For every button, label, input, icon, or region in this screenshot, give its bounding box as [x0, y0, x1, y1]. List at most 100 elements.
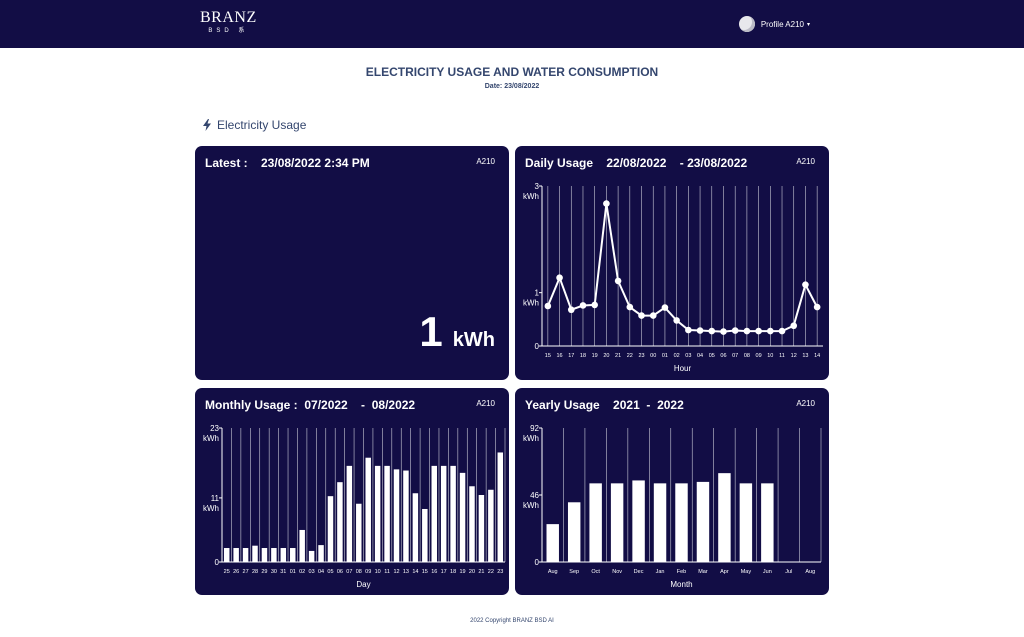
x-tick-label: 13	[403, 569, 409, 575]
x-tick-label: 30	[271, 569, 277, 575]
x-tick-label: 07	[732, 353, 738, 359]
data-point	[673, 317, 680, 324]
x-tick-label: Aug	[805, 569, 815, 575]
y-tick-unit: kWh	[523, 192, 539, 201]
bar	[403, 470, 409, 562]
x-tick-label: Oct	[591, 569, 600, 575]
data-point	[649, 312, 657, 319]
y-tick-unit: kWh	[523, 299, 539, 308]
x-tick-label: Jul	[785, 569, 792, 575]
bar	[384, 465, 390, 562]
monthly-meter-id: A210	[476, 399, 495, 408]
data-point	[720, 328, 727, 335]
daily-meter-id: A210	[796, 157, 815, 166]
x-tick-label: 19	[592, 353, 598, 359]
x-tick-label: 05	[327, 569, 333, 575]
bar	[632, 480, 645, 562]
bar	[346, 465, 353, 562]
bolt-icon	[203, 119, 211, 131]
bar	[546, 524, 559, 562]
bar	[280, 548, 287, 562]
x-tick-label: 15	[422, 569, 428, 575]
footer-copyright: 2022 Copyright BRANZ BSD AI	[470, 618, 554, 624]
x-tick-label: 14	[412, 569, 418, 575]
x-tick-label: 15	[545, 353, 551, 359]
x-tick-label: Jun	[763, 569, 772, 575]
bar	[261, 548, 268, 562]
branz-logo[interactable]: BRANZ BSD 系	[200, 10, 257, 35]
bar	[696, 481, 710, 562]
data-point	[767, 327, 774, 335]
x-tick-label: 03	[309, 569, 315, 575]
x-tick-label: Aug	[548, 569, 558, 575]
monthly-card: Monthly Usage : 07/2022 - 08/2022 A210 2…	[195, 388, 509, 595]
top-navbar: BRANZ BSD 系 Profile A210 ▾	[0, 0, 1024, 48]
y-tick-label: 92	[530, 424, 539, 433]
bar	[440, 465, 447, 562]
x-axis-title: Month	[670, 580, 692, 589]
bar	[459, 472, 466, 562]
data-point	[743, 327, 751, 335]
x-tick-label: Sep	[569, 569, 579, 575]
x-tick-label: 02	[674, 353, 680, 359]
x-tick-label: 09	[756, 353, 762, 359]
bar	[337, 482, 343, 562]
data-point	[731, 327, 739, 334]
data-point	[544, 302, 552, 310]
x-tick-label: 26	[233, 569, 239, 575]
profile-label: Profile A210	[760, 19, 804, 29]
bar	[308, 550, 315, 562]
data-point	[626, 303, 634, 311]
logo-sub-text: BSD 系	[208, 28, 249, 34]
y-tick-label: 0	[535, 558, 540, 567]
x-tick-label: 22	[488, 569, 494, 575]
bar	[431, 465, 437, 562]
y-tick-label: 3	[535, 182, 540, 191]
y-tick-label: 11	[211, 494, 220, 503]
x-tick-label: 20	[469, 569, 475, 575]
data-point	[661, 304, 669, 311]
x-tick-label: 07	[346, 569, 352, 575]
profile-menu[interactable]: Profile A210 ▾	[738, 16, 810, 32]
yearly-meter-id: A210	[796, 399, 815, 408]
x-tick-label: Jan	[656, 569, 665, 575]
data-point	[567, 306, 575, 314]
latest-title: Latest : 23/08/2022 2:34 PM	[205, 156, 370, 170]
data-point	[603, 200, 610, 207]
x-tick-label: 31	[280, 569, 286, 575]
bar	[233, 548, 239, 562]
bar	[739, 483, 753, 562]
data-point	[802, 281, 809, 288]
x-tick-label: 10	[375, 569, 381, 575]
data-point	[614, 277, 622, 285]
bar	[422, 508, 428, 562]
x-tick-label: 23	[497, 569, 503, 575]
bar	[488, 489, 494, 562]
x-tick-label: Dec	[634, 569, 644, 575]
data-point	[696, 327, 704, 334]
x-tick-label: 12	[791, 353, 797, 359]
section-heading: Electricity Usage	[203, 118, 306, 132]
bar	[299, 529, 305, 562]
x-tick-label: 11	[779, 353, 785, 359]
yearly-card: Yearly Usage 2021 - 2022 A210 92 kWh 46 kWh…	[515, 388, 829, 595]
bar	[356, 503, 362, 562]
data-point	[755, 327, 762, 335]
data-point	[813, 303, 821, 311]
x-tick-label: 05	[709, 353, 715, 359]
bar	[675, 483, 688, 562]
y-tick-unit: kWh	[523, 501, 539, 510]
x-tick-label: Mar	[698, 569, 708, 575]
bar	[469, 486, 475, 562]
bar	[718, 473, 731, 562]
series-line	[546, 203, 818, 333]
section-label: Electricity Usage	[217, 118, 307, 132]
x-tick-label: 11	[384, 569, 390, 575]
bar	[318, 545, 324, 562]
bar	[271, 548, 277, 562]
x-tick-label: 06	[337, 569, 343, 575]
y-tick-label: 0	[535, 342, 540, 351]
